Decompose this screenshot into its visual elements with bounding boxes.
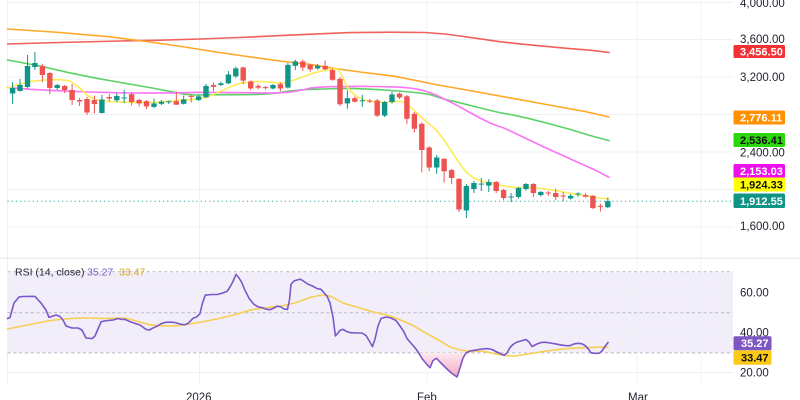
- svg-text:2,776.11: 2,776.11: [740, 113, 782, 125]
- svg-text:Feb: Feb: [417, 392, 437, 400]
- svg-text:35.27: 35.27: [87, 266, 113, 278]
- svg-text:3,200.00: 3,200.00: [740, 72, 785, 84]
- svg-text:Mar: Mar: [628, 392, 648, 400]
- svg-text:20.00: 20.00: [740, 368, 769, 380]
- svg-text:4,000.00: 4,000.00: [740, 0, 785, 10]
- svg-text:2,153.03: 2,153.03: [740, 166, 783, 178]
- svg-text:33.47: 33.47: [741, 353, 769, 365]
- svg-text:35.27: 35.27: [741, 338, 769, 350]
- svg-text:1,924.33: 1,924.33: [740, 180, 783, 192]
- svg-text:2026: 2026: [186, 392, 212, 400]
- svg-text:1,912.55: 1,912.55: [740, 196, 783, 208]
- svg-text:3,600.00: 3,600.00: [740, 34, 785, 46]
- svg-text:33.47: 33.47: [119, 266, 145, 278]
- svg-text:60.00: 60.00: [740, 287, 769, 299]
- svg-text:2,400.00: 2,400.00: [740, 148, 785, 160]
- svg-text:RSI (14, close): RSI (14, close): [15, 266, 84, 278]
- svg-text:3,456.50: 3,456.50: [740, 47, 783, 59]
- svg-text:2,536.41: 2,536.41: [740, 135, 783, 147]
- svg-text:1,600.00: 1,600.00: [740, 221, 785, 233]
